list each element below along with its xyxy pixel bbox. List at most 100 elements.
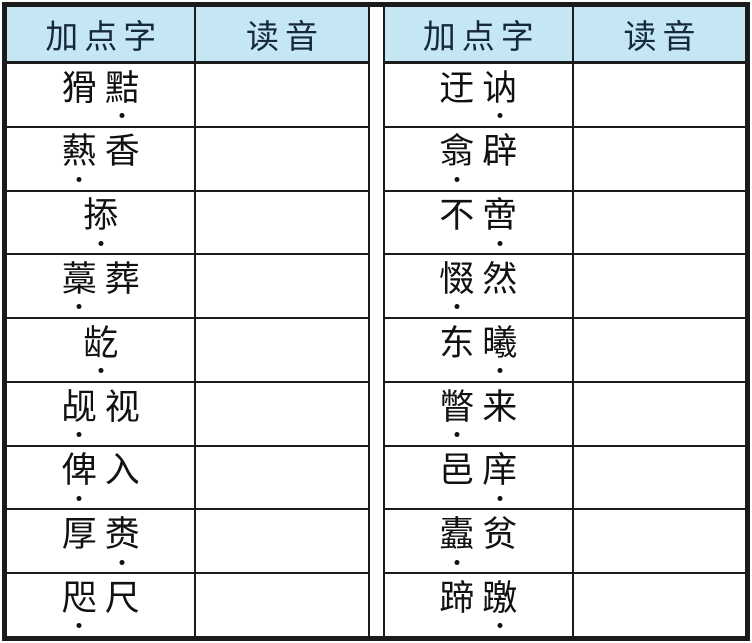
dotted-character: 黠 [104,68,140,108]
dotted-word-cell: 瞥来 [385,383,572,445]
table-row: 觇视 [7,382,368,447]
dotted-word-cell: 迂讷 [385,64,572,126]
column-header-pronunciation: 读音 [194,7,367,61]
reading-answer-cell [571,64,745,126]
character: 入 [104,451,140,491]
character: 来 [482,387,518,427]
table-row: 迂讷 [384,64,745,128]
table-right-header-row: 加点字 读音 [384,7,745,64]
character: 视 [104,387,140,427]
reading-answer-cell [571,191,745,254]
dotted-character: 咫 [61,578,97,618]
dotted-word-cell: 爇香 [7,128,194,190]
character: 葬 [104,259,140,299]
dotted-word-cell: 觇视 [7,383,194,445]
character: 邑 [439,451,475,491]
table-row: 蹄躈 [385,574,746,637]
reading-answer-cell [194,382,367,445]
table-row: 翕辟 [384,127,745,192]
table-row: 蠹贫 [384,510,745,575]
table-row: 爇香 [7,127,368,192]
reading-answer-cell [194,64,367,126]
character: 不 [439,196,475,236]
table-row: 瞥来 [384,382,745,447]
dotted-character: 掭 [83,196,119,236]
dotted-character: 爇 [61,132,97,172]
table-left-header-row: 加点字 读音 [7,7,368,64]
reading-answer-cell [194,255,367,318]
column-header-dotted-character: 加点字 [45,20,163,56]
dotted-character: 龁 [83,323,119,363]
dotted-character: 曦 [482,323,518,363]
column-header-dotted-character: 加点字 [422,20,540,56]
dotted-word-cell: 藁葬 [7,255,194,317]
table-row: 邑庠 [384,446,745,511]
dotted-word-cell: 不啻 [385,192,572,254]
dotted-character: 惙 [439,259,475,299]
character: 迂 [439,68,475,108]
dotted-word-cell: 猾黠 [7,64,194,126]
column-header-pronunciation: 读音 [571,7,745,61]
table-row: 东曦 [384,319,745,383]
dotted-word-cell: 龁 [7,319,194,381]
dotted-character: 瞥 [439,387,475,427]
table-left-body: 猾黠爇香掭藁葬龁觇视俾入厚赉咫尺 [7,64,368,637]
table-row: 猾黠 [7,64,368,128]
character: 香 [104,132,140,172]
dotted-character: 赉 [104,515,140,555]
reading-answer-cell [571,510,745,573]
dotted-word-cell: 俾入 [7,447,194,509]
dotted-word-cell: 惙然 [385,255,572,317]
dotted-word-cell: 东曦 [385,319,572,381]
table-row: 厚赉 [7,510,368,575]
dotted-word-cell: 咫尺 [7,574,194,636]
dotted-word-cell: 厚赉 [7,510,194,572]
table-row: 俾入 [7,446,368,511]
character: 东 [439,323,475,363]
reading-answer-cell [571,127,745,190]
dotted-character: 翕 [439,132,475,172]
reading-answer-cell [571,319,745,381]
dotted-word-cell: 邑庠 [385,447,572,509]
dotted-character: 躈 [482,578,518,618]
table-right-body: 迂讷翕辟不啻惙然东曦瞥来邑庠蠹贫蹄躈 [384,64,746,637]
reading-answer-cell [571,255,745,318]
reading-answer-cell [194,574,367,637]
table-row: 咫尺 [7,574,368,637]
character: 贫 [482,515,518,555]
reading-answer-cell [571,574,745,637]
dotted-character: 庠 [482,451,518,491]
dotted-word-cell: 翕辟 [385,128,572,190]
character: 尺 [104,578,140,618]
character: 蹄 [439,578,475,618]
dotted-word-cell: 掭 [7,192,194,254]
table-row: 掭 [7,191,368,256]
dotted-character: 啻 [482,196,518,236]
dotted-word-cell: 蠹贫 [385,510,572,572]
table-left: 加点字 读音 猾黠爇香掭藁葬龁觇视俾入厚赉咫尺 [7,7,370,637]
table-right: 加点字 读音 迂讷翕辟不啻惙然东曦瞥来邑庠蠹贫蹄躈 [382,7,746,637]
character: 厚 [61,515,97,555]
table-row: 藁葬 [7,255,368,320]
reading-answer-cell [571,382,745,445]
character: 猾 [61,68,97,108]
dotted-character: 觇 [61,387,97,427]
reading-answer-cell [194,446,367,509]
dotted-character: 俾 [61,451,97,491]
dotted-word-cell: 蹄躈 [385,574,572,636]
reading-answer-cell [194,127,367,190]
dotted-character: 蠹 [439,515,475,555]
table-row: 龁 [7,319,368,383]
character: 然 [482,259,518,299]
dotted-character: 讷 [482,68,518,108]
table-row: 惙然 [384,255,745,320]
reading-answer-cell [194,510,367,573]
reading-answer-cell [194,191,367,254]
reading-answer-cell [571,446,745,509]
table-row: 不啻 [384,191,745,256]
dotted-character: 藁 [61,259,97,299]
reading-answer-cell [194,319,367,381]
character: 辟 [482,132,518,172]
table-gap-divider [369,7,383,636]
